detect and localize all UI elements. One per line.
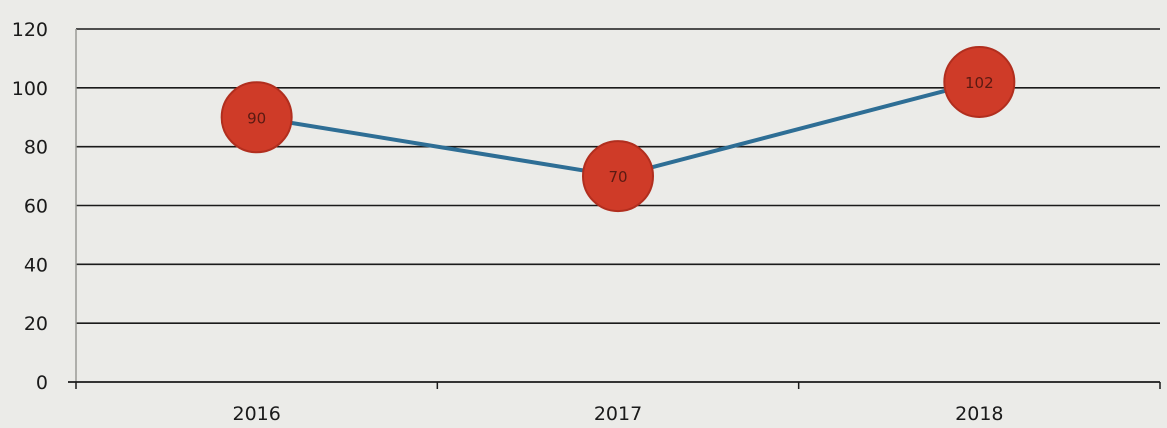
- y-tick-label-20: 20: [24, 313, 48, 335]
- x-tick-label-2017: 2017: [594, 403, 642, 425]
- data-point-2017: [582, 140, 654, 213]
- y-tick-labels: 0 20 40 60 80 100 120: [12, 19, 48, 394]
- axes: [68, 29, 1161, 389]
- y-tick-label-60: 60: [24, 196, 48, 218]
- data-point-2016: [220, 81, 293, 154]
- y-tick-label-40: 40: [24, 254, 48, 276]
- y-tick-label-0: 0: [36, 372, 48, 394]
- data-label-2016: 90: [247, 109, 266, 127]
- x-tick-label-2016: 2016: [232, 403, 280, 425]
- x-tick-label-2018: 2018: [955, 403, 1003, 425]
- markers-group: [220, 45, 1016, 213]
- x-tick-labels: 2016 2017 2018: [232, 403, 1003, 425]
- data-label-2018: 102: [965, 74, 994, 92]
- data-labels-group: 90 70 102: [247, 74, 994, 186]
- y-tick-label-100: 100: [12, 78, 48, 100]
- y-tick-label-120: 120: [12, 19, 48, 41]
- y-tick-label-80: 80: [24, 137, 48, 159]
- data-label-2017: 70: [608, 168, 627, 186]
- data-point-2018: [943, 45, 1016, 118]
